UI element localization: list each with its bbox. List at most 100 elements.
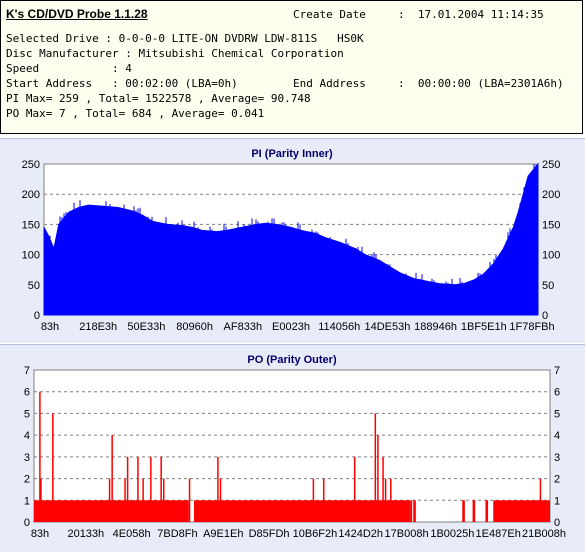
po-xtick: 21B008h [522, 528, 566, 540]
po-ytick-right: 0 [554, 517, 560, 529]
pi-xtick: 114056h [318, 321, 360, 333]
selected-drive: Selected Drive : 0-0-0-0 LITE-ON DVDRW L… [6, 32, 364, 45]
po-baseline-bars [493, 500, 550, 522]
po-ytick-right: 2 [554, 474, 560, 486]
pi-ytick-left: 200 [22, 189, 40, 201]
po-spike-bar [137, 456, 139, 522]
pi-chart: PI (Parity Inner) 0 0 50 50 100 100 150 150 200 2… [22, 148, 561, 333]
po-ytick-left: 4 [24, 430, 30, 442]
po-baseline-bars [485, 500, 489, 522]
pi-ytick-right: 250 [542, 159, 560, 171]
po-ytick-left: 1 [24, 495, 30, 507]
app-title: K's CD/DVD Probe 1.1.28 [6, 7, 148, 21]
po-xtick: D85FDh [249, 528, 290, 540]
po-spike-bar [410, 500, 413, 522]
po-spike-bar [539, 478, 542, 522]
po-spike-bar [353, 456, 356, 522]
po-xtick: 20133h [67, 528, 104, 540]
po-spike-bar [188, 478, 191, 522]
po-ytick-left: 7 [24, 365, 30, 377]
po-ytick-left: 5 [24, 408, 30, 420]
po-xtick: 1B0025h [430, 528, 474, 540]
po-xtick: 17B008h [385, 528, 429, 540]
po-spike-bar [52, 413, 54, 522]
po-spike-bar [377, 435, 379, 522]
po-spike-bar [150, 456, 152, 522]
pi-ytick-right: 200 [542, 189, 560, 201]
po-xtick: 1E487Eh [476, 528, 521, 540]
pi-ytick-left: 250 [22, 159, 40, 171]
po-spike-bar [126, 456, 129, 522]
pi-xtick: AF833h [224, 321, 263, 333]
po-spike-bar [39, 391, 41, 522]
pi-ytick-left: 0 [34, 310, 40, 322]
pi-xtick: 80960h [176, 321, 213, 333]
po-spike-bar [312, 478, 315, 522]
po-spike-bar [142, 478, 144, 522]
pi-xtick: E0023h [272, 321, 310, 333]
po-spike-bar [40, 478, 42, 522]
pi-chart-title: PI (Parity Inner) [251, 148, 333, 160]
pi-xtick: 1F78FBh [509, 321, 554, 333]
po-baseline-bars [472, 500, 476, 522]
create-date-label: Create Date [293, 8, 366, 21]
end-address-label: End Address [293, 77, 366, 90]
po-ytick-right: 1 [554, 495, 560, 507]
po-spike-bar [108, 478, 111, 522]
po-ytick-right: 5 [554, 408, 560, 420]
pi-ytick-right: 100 [542, 250, 560, 262]
po-ytick-right: 7 [554, 365, 560, 377]
pi-ytick-left: 150 [22, 219, 40, 231]
po-xtick: 83h [31, 528, 49, 540]
pi-ytick-right: 0 [542, 310, 548, 322]
po-spike-bar [322, 478, 325, 522]
po-spike-bar [374, 413, 377, 522]
po-summary: PO Max= 7 , Total= 684 , Average= 0.041 [6, 107, 265, 120]
po-ytick-left: 2 [24, 474, 30, 486]
po-spike-bar [163, 478, 165, 522]
po-spike-bar [160, 456, 162, 522]
pi-xtick: 218E3h [79, 321, 117, 333]
po-spike-bar [219, 478, 222, 522]
pi-ytick-right: 150 [542, 219, 560, 231]
info-header: K's CD/DVD Probe 1.1.28 Create Date : 17… [0, 0, 583, 134]
po-xtick: 10B6F2h [293, 528, 338, 540]
po-spike-bar [111, 435, 113, 522]
pi-xtick: 188946h [414, 321, 457, 333]
pi-xtick: 14DE53h [364, 321, 410, 333]
pi-xtick: 50E33h [127, 321, 165, 333]
po-chart-title: PO (Parity Outer) [247, 354, 337, 366]
po-xtick: 4E058h [113, 528, 151, 540]
po-plot-area [33, 369, 551, 523]
po-ytick-left: 0 [24, 517, 30, 529]
pi-ytick-right: 50 [542, 280, 554, 292]
po-spike-bar [217, 456, 219, 522]
po-spike-bar [390, 478, 392, 522]
pi-series-noise [43, 164, 537, 315]
po-ytick-right: 4 [554, 430, 560, 442]
po-ytick-right: 3 [554, 452, 560, 464]
pi-summary: PI Max= 259 , Total= 1522578 , Average= … [6, 92, 311, 105]
pi-ytick-left: 50 [28, 280, 40, 292]
pi-chart-panel: PI (Parity Inner) 0 0 50 50 100 100 150 150 200 2… [0, 138, 585, 343]
disc-manufacturer: Disc Manufacturer : Mitsubishi Chemical … [6, 47, 344, 60]
po-baseline-bars [413, 500, 416, 522]
po-spike-bar [382, 456, 384, 522]
po-spike-bar [384, 478, 387, 522]
pi-xtick: 1BF5E1h [461, 321, 507, 333]
po-baseline-bars [462, 500, 465, 522]
pi-ytick-left: 100 [22, 250, 40, 262]
end-address-value: : 00:00:00 (LBA=2301A6h) [398, 77, 564, 90]
po-xtick: 1424D2h [338, 528, 383, 540]
po-spike-bar [395, 500, 397, 522]
speed: Speed : 4 [6, 62, 132, 75]
po-xtick: A9E1Eh [203, 528, 243, 540]
create-date-value: : 17.01.2004 11:14:35 [398, 8, 544, 21]
po-spike-bar [124, 478, 126, 522]
po-chart-panel: PO (Parity Outer) 0 0 1 1 2 2 3 3 4 4 5 5 6 6 7 7 83h 201… [0, 344, 585, 552]
po-ytick-left: 3 [24, 452, 30, 464]
pi-xtick: 83h [41, 321, 59, 333]
po-ytick-right: 6 [554, 387, 560, 399]
po-xtick: 7BD8Fh [157, 528, 197, 540]
po-ytick-left: 6 [24, 387, 30, 399]
